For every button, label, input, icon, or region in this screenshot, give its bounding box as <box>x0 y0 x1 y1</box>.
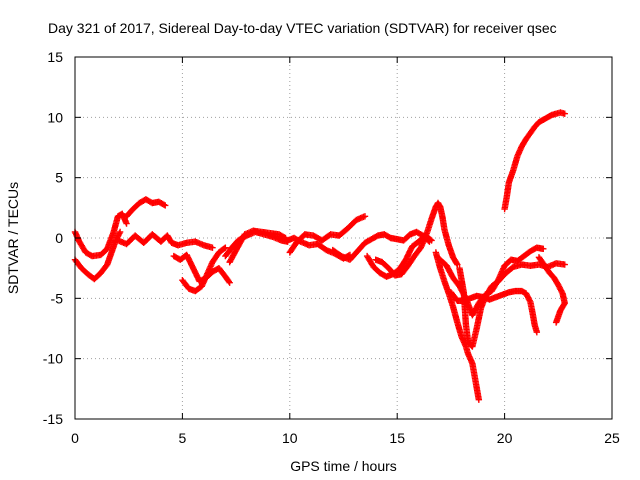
y-tick-label: 15 <box>47 49 63 65</box>
series-trace-e <box>170 251 233 286</box>
series-trace-j <box>286 213 369 256</box>
data-marker <box>475 396 483 403</box>
series-trace-h <box>226 227 289 266</box>
data-marker <box>533 328 541 336</box>
y-tick-label: -15 <box>43 411 63 427</box>
series-trace-m <box>372 199 461 279</box>
x-tick-label: 25 <box>604 430 620 446</box>
x-tick-label: 10 <box>282 430 298 446</box>
chart-title: Day 321 of 2017, Sidereal Day-to-day VTE… <box>48 20 557 36</box>
y-tick-label: 10 <box>47 109 63 125</box>
data-marker <box>221 245 228 252</box>
data-marker <box>427 236 434 243</box>
series-trace-q <box>456 260 568 350</box>
y-tick-label: 0 <box>55 230 63 246</box>
data-marker <box>561 261 568 268</box>
data-marker <box>454 261 461 268</box>
grid-lines <box>75 57 612 419</box>
data-marker <box>160 201 168 208</box>
x-tick-label: 15 <box>389 430 405 446</box>
y-tick-label: -10 <box>43 351 63 367</box>
data-marker <box>123 220 130 227</box>
series-trace-c <box>123 196 169 220</box>
series-trace-d <box>114 231 216 251</box>
series-trace-r <box>535 254 568 326</box>
data-marker <box>116 230 123 237</box>
data-points <box>71 109 568 403</box>
data-marker <box>226 279 233 286</box>
data-marker <box>162 202 169 209</box>
data-marker <box>116 228 124 236</box>
x-tick-label: 20 <box>497 430 513 446</box>
x-tick-label: 0 <box>71 430 79 446</box>
series-trace-s <box>501 109 568 213</box>
data-marker <box>361 213 369 220</box>
y-axis-label: SDTVAR / TECUs <box>5 182 21 294</box>
data-marker <box>281 234 288 241</box>
series-trace-n <box>432 249 483 403</box>
data-marker <box>209 244 216 251</box>
x-axis-label: GPS time / hours <box>290 458 397 474</box>
axis-ticks: 0 5 10 15 20 25 -15 -10 -5 0 5 10 15 <box>43 49 620 446</box>
y-tick-label: 5 <box>55 170 63 186</box>
series-trace-k <box>329 228 433 263</box>
series-trace-a <box>71 210 130 260</box>
data-marker <box>526 297 533 304</box>
x-tick-label: 5 <box>179 430 187 446</box>
data-marker <box>225 278 232 285</box>
data-marker <box>552 319 560 326</box>
y-tick-label: -5 <box>51 290 64 306</box>
data-marker <box>428 237 435 244</box>
data-marker <box>222 244 229 251</box>
series-trace-f <box>179 244 229 295</box>
data-marker <box>453 260 460 267</box>
data-marker <box>540 245 547 253</box>
data-marker <box>561 110 568 117</box>
